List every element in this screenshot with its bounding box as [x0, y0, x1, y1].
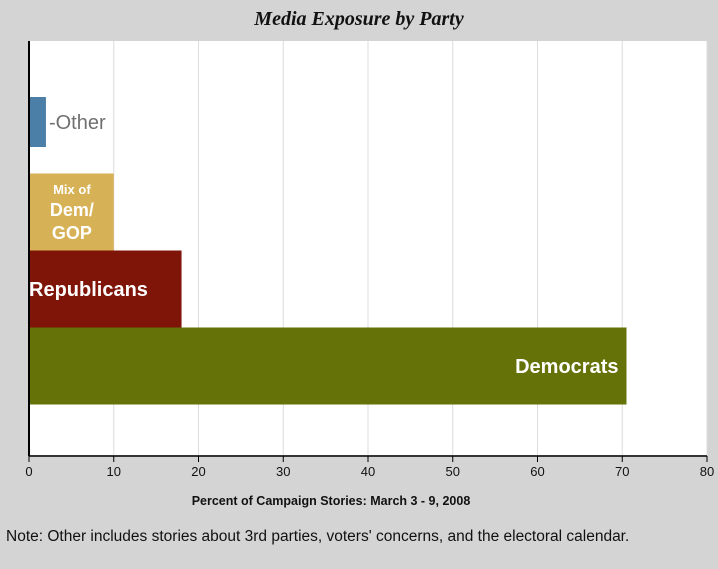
bar-label: Democrats — [515, 356, 618, 378]
x-tick-label: 70 — [615, 464, 629, 479]
x-tick-label: 80 — [700, 464, 714, 479]
bar-democrats — [30, 327, 627, 405]
x-tick-label: 30 — [276, 464, 290, 479]
x-tick-label: 0 — [25, 464, 32, 479]
bar-label-line: Dem/ — [50, 200, 94, 220]
x-tick-label: 60 — [530, 464, 544, 479]
x-tick-label: 10 — [107, 464, 121, 479]
bar-label: Republicans — [29, 279, 148, 301]
bars — [30, 97, 627, 405]
chart-note: Note: Other includes stories about 3rd p… — [6, 528, 630, 545]
x-tick-label: 50 — [446, 464, 460, 479]
x-axis-label: Percent of Campaign Stories: March 3 - 9… — [192, 494, 471, 508]
x-tick-label: 40 — [361, 464, 375, 479]
bar-other — [30, 97, 46, 147]
bar-labels: Democrats Republicans Mix of Dem/GOP -Other — [29, 112, 618, 378]
bar-mix — [30, 173, 114, 251]
x-axis-ticks: 0 10 20 30 40 50 60 70 80 — [25, 456, 714, 479]
bar-label-line: Mix of — [53, 182, 91, 197]
bar-republicans — [30, 250, 182, 328]
bar-label-line: GOP — [52, 223, 92, 243]
bar-label: -Other — [49, 112, 106, 134]
chart-title: Media Exposure by Party — [254, 8, 464, 30]
x-tick-label: 20 — [191, 464, 205, 479]
